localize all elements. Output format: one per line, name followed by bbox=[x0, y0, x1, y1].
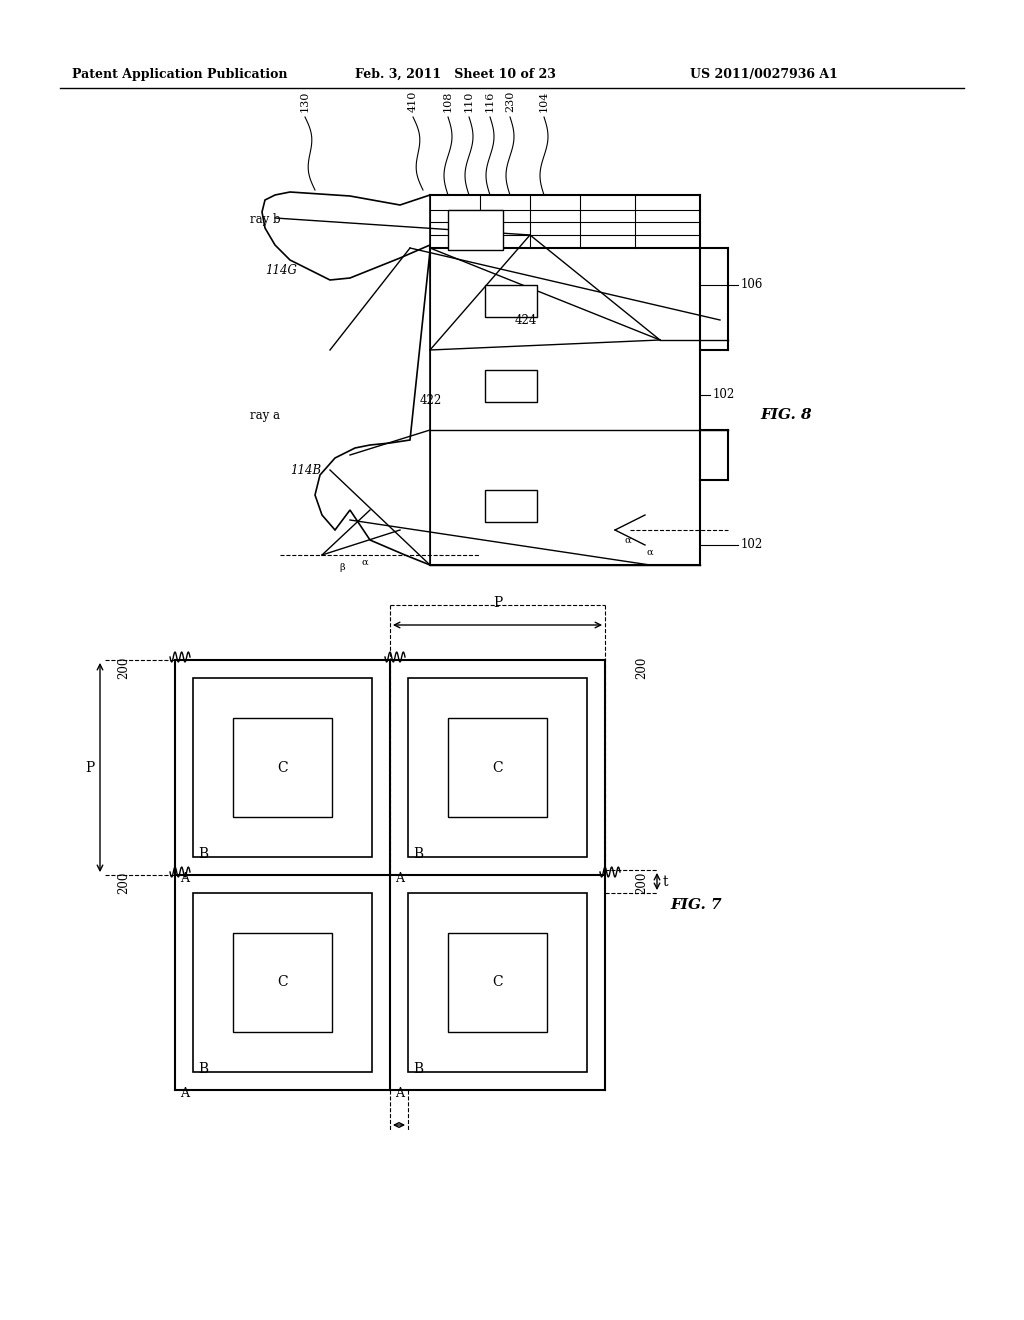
Bar bbox=[408, 894, 587, 1072]
Text: 114G: 114G bbox=[265, 264, 297, 276]
Bar bbox=[449, 933, 547, 1032]
Text: ray b: ray b bbox=[250, 214, 281, 227]
Bar bbox=[485, 285, 537, 317]
Polygon shape bbox=[315, 251, 430, 565]
Text: t: t bbox=[663, 874, 669, 888]
Text: A: A bbox=[395, 873, 404, 884]
Text: B: B bbox=[198, 847, 208, 861]
Polygon shape bbox=[262, 191, 430, 280]
Text: B: B bbox=[413, 847, 423, 861]
Text: C: C bbox=[278, 975, 288, 990]
Bar bbox=[485, 490, 537, 521]
Text: 200: 200 bbox=[635, 657, 648, 680]
Text: FIG. 7: FIG. 7 bbox=[670, 898, 722, 912]
Bar bbox=[193, 894, 372, 1072]
Text: 108: 108 bbox=[443, 91, 453, 112]
Bar bbox=[233, 718, 332, 817]
Bar bbox=[449, 210, 503, 249]
Text: A: A bbox=[180, 873, 189, 884]
Text: 114B: 114B bbox=[290, 463, 322, 477]
Text: Patent Application Publication: Patent Application Publication bbox=[72, 69, 288, 81]
Text: 200: 200 bbox=[117, 657, 130, 680]
Text: 230: 230 bbox=[505, 91, 515, 112]
Text: A: A bbox=[180, 1086, 189, 1100]
Bar bbox=[408, 678, 587, 857]
Text: 200: 200 bbox=[635, 871, 648, 894]
Text: 104: 104 bbox=[539, 91, 549, 112]
Text: P: P bbox=[86, 760, 95, 775]
Text: 424: 424 bbox=[515, 314, 538, 326]
Text: α: α bbox=[625, 536, 632, 544]
Text: B: B bbox=[198, 1063, 208, 1076]
Text: C: C bbox=[493, 760, 503, 775]
Bar bbox=[449, 718, 547, 817]
Text: FIG. 8: FIG. 8 bbox=[760, 408, 812, 422]
Text: B: B bbox=[413, 1063, 423, 1076]
Text: 102: 102 bbox=[713, 388, 735, 401]
Text: 110: 110 bbox=[464, 91, 474, 112]
Text: P: P bbox=[493, 597, 502, 610]
Text: β: β bbox=[339, 564, 345, 573]
Text: 116: 116 bbox=[485, 91, 495, 112]
Text: 106: 106 bbox=[741, 279, 763, 292]
Text: Feb. 3, 2011   Sheet 10 of 23: Feb. 3, 2011 Sheet 10 of 23 bbox=[355, 69, 556, 81]
Bar bbox=[193, 678, 372, 857]
Text: ray a: ray a bbox=[250, 408, 280, 421]
Text: US 2011/0027936 A1: US 2011/0027936 A1 bbox=[690, 69, 838, 81]
Text: 422: 422 bbox=[420, 393, 442, 407]
Text: α: α bbox=[647, 548, 653, 557]
Bar bbox=[485, 370, 537, 403]
Bar bbox=[233, 933, 332, 1032]
Text: 200: 200 bbox=[117, 871, 130, 894]
Text: C: C bbox=[493, 975, 503, 990]
Text: 102: 102 bbox=[741, 539, 763, 552]
Text: α: α bbox=[361, 557, 369, 566]
Text: 410: 410 bbox=[408, 91, 418, 112]
Text: 130: 130 bbox=[300, 91, 310, 112]
Text: C: C bbox=[278, 760, 288, 775]
Text: A: A bbox=[395, 1086, 404, 1100]
